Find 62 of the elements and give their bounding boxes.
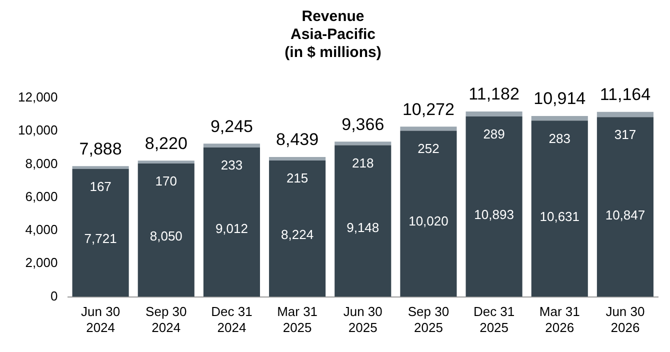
total-label: 11,182 bbox=[468, 84, 520, 104]
data-label: 317 bbox=[614, 127, 636, 142]
total-label: 9,245 bbox=[210, 116, 253, 136]
bar bbox=[334, 142, 392, 146]
total-label: 9,366 bbox=[342, 114, 384, 134]
data-label: 215 bbox=[286, 170, 308, 186]
total-label: 7,888 bbox=[79, 139, 122, 158]
y-tick-label: 8,000 bbox=[25, 156, 58, 171]
bar bbox=[400, 130, 457, 297]
data-label: 8,224 bbox=[281, 227, 314, 242]
bar bbox=[596, 112, 654, 118]
bar bbox=[531, 116, 588, 121]
y-tick-label: 0 bbox=[50, 288, 58, 304]
y-tick-label: 2,000 bbox=[25, 255, 58, 270]
y-tick-label: 12,000 bbox=[18, 90, 58, 105]
data-label: 289 bbox=[483, 126, 505, 142]
bar bbox=[466, 112, 522, 116]
data-label: 170 bbox=[155, 174, 177, 189]
y-tick-label: 10,000 bbox=[18, 122, 58, 138]
bar bbox=[596, 117, 654, 297]
y-tick-label: 6,000 bbox=[25, 188, 58, 204]
bar bbox=[138, 163, 194, 297]
x-tick-label: Jun 30 2024 bbox=[81, 304, 120, 335]
bar bbox=[203, 144, 260, 148]
data-label: 10,847 bbox=[605, 208, 646, 223]
bar bbox=[269, 156, 326, 161]
data-label: 10,893 bbox=[474, 207, 514, 222]
data-label: 218 bbox=[352, 155, 374, 170]
x-tick-label: Dec 31 2025 bbox=[473, 304, 515, 335]
total-label: 8,220 bbox=[144, 134, 188, 153]
data-label: 233 bbox=[220, 158, 243, 173]
bar bbox=[400, 126, 457, 131]
data-label: 252 bbox=[418, 140, 440, 156]
data-label: 7,721 bbox=[84, 230, 117, 246]
x-tick-label: Mar 31 2025 bbox=[277, 304, 318, 335]
data-label: 10,020 bbox=[408, 214, 448, 229]
y-tick-label: 4,000 bbox=[25, 222, 58, 238]
data-label: 8,050 bbox=[150, 228, 182, 244]
data-label: 10,631 bbox=[540, 209, 580, 224]
total-label: 8,439 bbox=[276, 130, 319, 150]
bar bbox=[138, 160, 194, 164]
x-tick-label: Jun 30 2025 bbox=[343, 304, 382, 335]
bar bbox=[531, 120, 588, 297]
data-label: 167 bbox=[90, 178, 112, 194]
total-label: 10,272 bbox=[402, 100, 454, 119]
data-label: 9,148 bbox=[346, 220, 380, 236]
total-label: 11,164 bbox=[600, 85, 651, 104]
bar bbox=[72, 166, 129, 169]
bar bbox=[72, 168, 129, 297]
bar bbox=[269, 160, 326, 297]
data-label: 283 bbox=[548, 130, 570, 146]
chart-title: Revenue Asia-Pacific (in $ millions) bbox=[284, 8, 382, 62]
x-tick-label: Sep 30 2025 bbox=[408, 304, 450, 335]
total-label: 10,914 bbox=[534, 89, 586, 108]
data-label: 9,012 bbox=[215, 221, 248, 236]
x-tick-label: Dec 31 2024 bbox=[211, 304, 252, 335]
x-tick-label: Sep 30 2024 bbox=[146, 304, 187, 335]
bar bbox=[334, 145, 392, 297]
x-tick-label: Mar 31 2026 bbox=[539, 304, 580, 335]
bar bbox=[466, 116, 522, 297]
x-tick-label: Jun 30 2026 bbox=[606, 304, 645, 335]
bar bbox=[203, 148, 260, 297]
